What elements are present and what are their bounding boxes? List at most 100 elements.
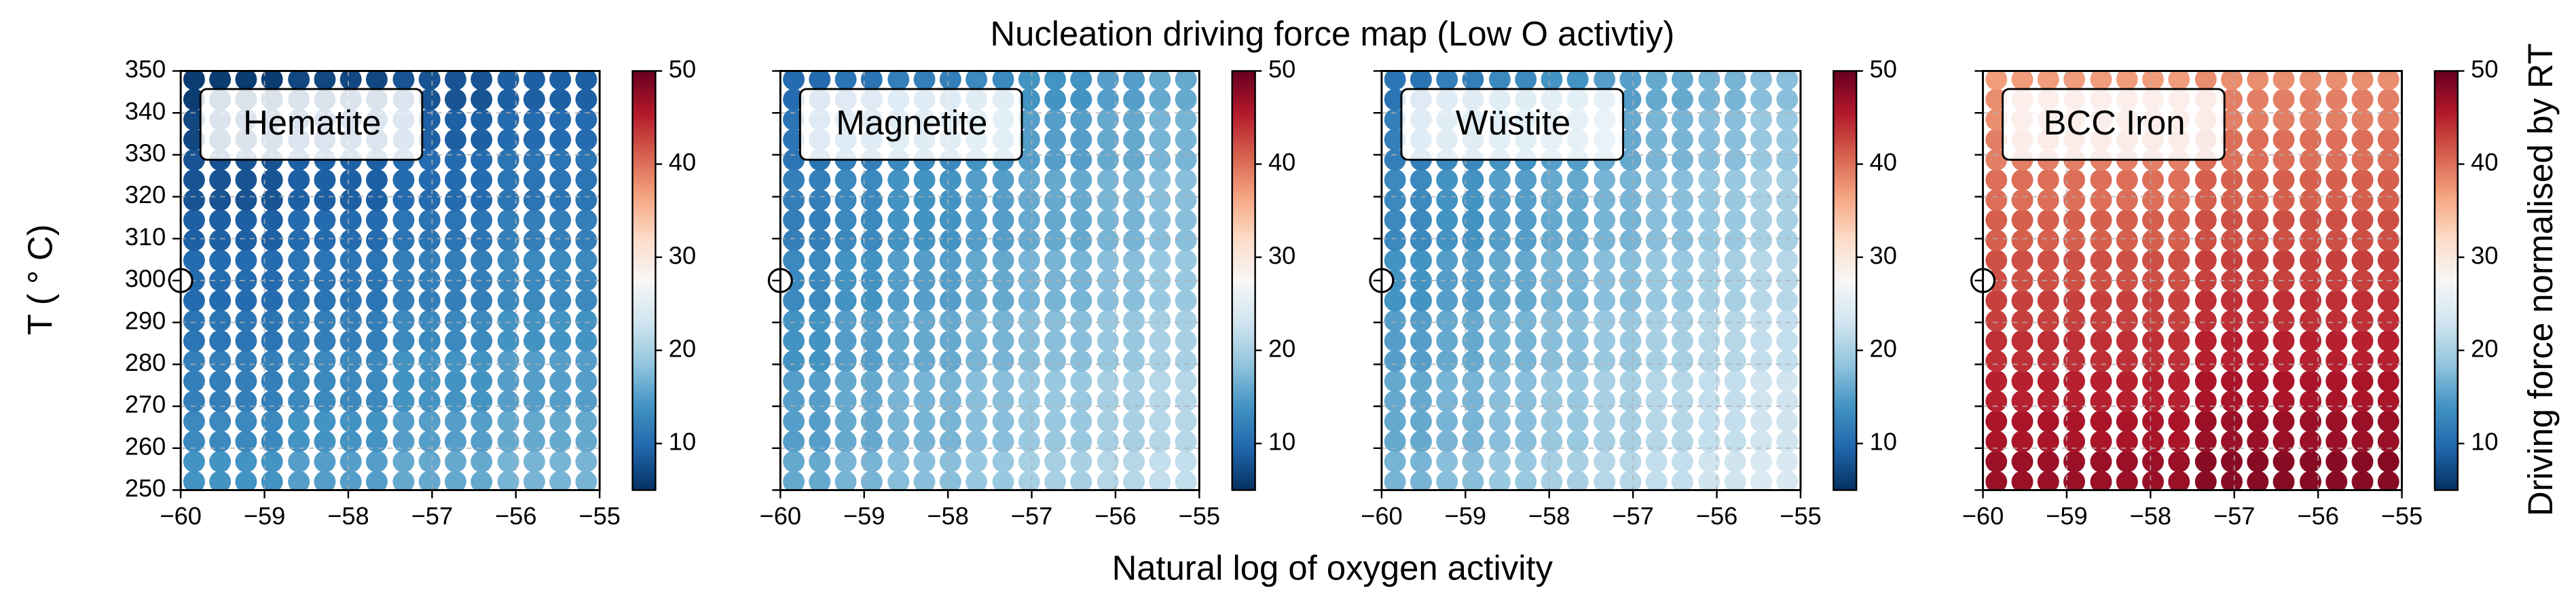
dot (1044, 249, 1067, 272)
dot (365, 249, 388, 272)
dot (209, 71, 232, 90)
dot (1070, 88, 1092, 111)
dot (1384, 310, 1406, 332)
dot (2377, 289, 2399, 312)
dot (887, 229, 910, 251)
dot (2300, 229, 2321, 251)
dot (2273, 370, 2295, 393)
dot (1149, 310, 1171, 332)
dot (575, 289, 597, 312)
y-axis-label: T ( ° C) (20, 224, 59, 335)
dot (183, 350, 205, 372)
dot (1436, 430, 1458, 452)
dot (1619, 189, 1642, 211)
dot (1410, 249, 1432, 272)
x-tick-label: −58 (1528, 502, 1570, 530)
dot (2351, 471, 2374, 490)
y-tick-label: 250 (125, 474, 166, 502)
dot (1671, 209, 1693, 232)
dot (2247, 109, 2269, 131)
dot (261, 168, 283, 191)
colorbar-tick-label: 10 (669, 428, 696, 456)
dot (783, 189, 805, 211)
dot (1097, 410, 1119, 433)
dot (339, 71, 362, 90)
dot (1123, 410, 1145, 433)
dot (1436, 289, 1458, 312)
dot (1175, 410, 1197, 433)
dot (1123, 289, 1145, 312)
x-tick-label: −59 (1445, 502, 1487, 530)
dot (1541, 471, 1563, 490)
dot (1645, 410, 1668, 433)
dot (992, 390, 1014, 412)
dot (1018, 71, 1040, 90)
dot (2325, 109, 2348, 131)
dot (913, 189, 936, 211)
plot-area (1983, 71, 2402, 490)
dot (235, 410, 257, 433)
dot (2325, 450, 2348, 473)
dot (2221, 471, 2243, 490)
dot (471, 310, 493, 332)
dot (2142, 410, 2164, 433)
dot (1698, 71, 1721, 90)
dot (418, 229, 441, 251)
dot (2221, 71, 2243, 90)
dot (1594, 410, 1616, 433)
dot (1619, 149, 1642, 171)
dot (1776, 430, 1799, 452)
dot (860, 189, 883, 211)
dot (2351, 168, 2374, 191)
dot (2063, 71, 2085, 90)
colorbar-tick-label: 20 (1870, 334, 1897, 362)
dot (1070, 471, 1092, 490)
dot (392, 310, 415, 332)
dot (261, 229, 283, 251)
dot (1384, 168, 1406, 191)
dot (339, 209, 362, 232)
dot (1462, 430, 1484, 452)
dot (549, 430, 572, 452)
dot (1645, 289, 1668, 312)
dot (444, 410, 466, 433)
x-tick-label: −59 (2046, 502, 2088, 530)
dot (2273, 350, 2295, 372)
dot (1384, 189, 1406, 211)
dot (444, 370, 466, 393)
dot (1410, 471, 1432, 490)
dot (1149, 209, 1171, 232)
dot (418, 329, 441, 352)
dot (1436, 71, 1458, 90)
dot (2247, 270, 2269, 291)
dot (2273, 249, 2295, 272)
dot (2063, 471, 2085, 490)
dot (1724, 168, 1746, 191)
dot (418, 370, 441, 393)
y-tick-label: 320 (125, 181, 166, 209)
dot (1724, 450, 1746, 473)
dot (783, 329, 805, 352)
dot (209, 410, 232, 433)
dot (471, 289, 493, 312)
dot (2011, 209, 2034, 232)
dot (183, 430, 205, 452)
dot (523, 471, 545, 490)
dot (1776, 390, 1799, 412)
dot (2194, 209, 2217, 232)
dot (1123, 71, 1145, 90)
dot (1097, 189, 1119, 211)
dot (1698, 249, 1721, 272)
dot (444, 390, 466, 412)
dot (1594, 270, 1616, 291)
dot (2351, 370, 2374, 393)
dot (2194, 350, 2217, 372)
y-tick-label: 290 (125, 306, 166, 334)
dot (418, 109, 441, 131)
dot (1097, 329, 1119, 352)
dot (523, 71, 545, 90)
dot (314, 209, 336, 232)
dot (2116, 249, 2138, 272)
dot (1044, 289, 1067, 312)
dot (497, 209, 519, 232)
